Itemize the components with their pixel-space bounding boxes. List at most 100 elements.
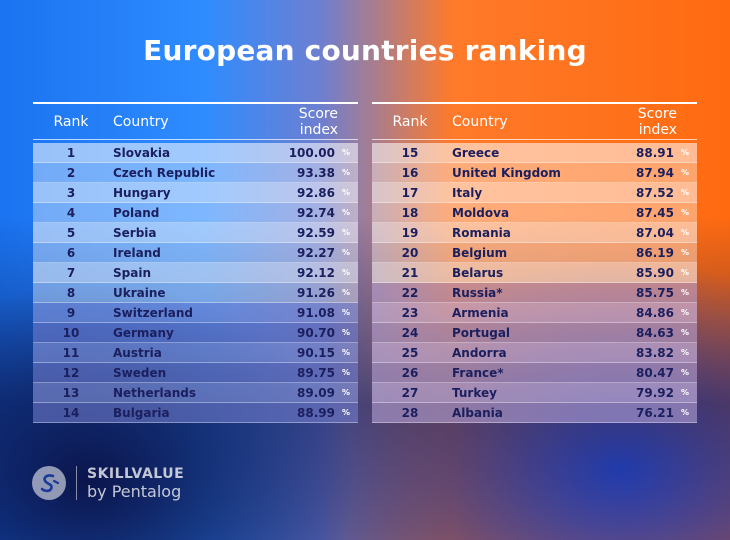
percent-sign: % xyxy=(342,388,351,397)
score-cell: 76.21% xyxy=(598,406,697,420)
skillvalue-logo-icon xyxy=(32,466,66,500)
score-cell: 92.27% xyxy=(259,246,358,260)
country-cell: Slovakia xyxy=(113,145,171,160)
percent-sign: % xyxy=(342,148,351,157)
table-row: 2 Czech Republic 93.38% xyxy=(33,163,358,183)
country-cell: Spain xyxy=(113,265,151,280)
percent-sign: % xyxy=(681,408,690,417)
rank-cell: 5 xyxy=(66,225,76,240)
score-value: 85.75 xyxy=(636,285,674,300)
rank-cell: 19 xyxy=(401,225,419,240)
percent-sign: % xyxy=(342,308,351,317)
country-cell: Belgium xyxy=(452,245,508,260)
rank-cell: 20 xyxy=(401,245,419,260)
rank-cell: 16 xyxy=(401,165,419,180)
score-value: 87.94 xyxy=(636,165,674,180)
rank-cell: 21 xyxy=(401,265,419,280)
table-top-rule xyxy=(372,102,697,104)
table-row: 23 Armenia 84.86% xyxy=(372,303,697,323)
country-cell: Italy xyxy=(452,185,483,200)
page-title: European countries ranking xyxy=(143,34,587,67)
table-row: 16 United Kingdom 87.94% xyxy=(372,163,697,183)
score-cell: 92.74% xyxy=(259,206,358,220)
table-row: 11 Austria 90.15% xyxy=(33,343,358,363)
score-cell: 93.38% xyxy=(259,166,358,180)
percent-sign: % xyxy=(681,208,690,217)
score-cell: 87.52% xyxy=(598,186,697,200)
score-value: 92.86 xyxy=(297,185,335,200)
score-value: 89.09 xyxy=(297,385,335,400)
logo-wordmark: SKILLVALUE by Pentalog xyxy=(87,466,184,500)
rank-cell: 25 xyxy=(401,345,419,360)
percent-sign: % xyxy=(681,248,690,257)
score-value: 86.19 xyxy=(636,245,674,260)
score-value: 88.91 xyxy=(636,145,674,160)
percent-sign: % xyxy=(681,388,690,397)
percent-sign: % xyxy=(342,228,351,237)
rank-cell: 1 xyxy=(66,145,76,160)
table-row: 5 Serbia 92.59% xyxy=(33,223,358,243)
score-cell: 87.94% xyxy=(598,166,697,180)
score-value: 90.15 xyxy=(297,345,335,360)
score-cell: 80.47% xyxy=(598,366,697,380)
percent-sign: % xyxy=(681,348,690,357)
score-cell: 87.45% xyxy=(598,206,697,220)
country-cell: Czech Republic xyxy=(113,165,216,180)
percent-sign: % xyxy=(342,168,351,177)
header-score: Score index xyxy=(298,105,338,138)
percent-sign: % xyxy=(681,268,690,277)
country-cell: United Kingdom xyxy=(452,165,561,180)
rank-cell: 9 xyxy=(66,305,76,320)
table-row: 15 Greece 88.91% xyxy=(372,143,697,163)
logo-line-2: by Pentalog xyxy=(87,482,182,501)
score-cell: 88.91% xyxy=(598,146,697,160)
rank-cell: 11 xyxy=(62,345,80,360)
score-cell: 92.12% xyxy=(259,266,358,280)
table-row: 3 Hungary 92.86% xyxy=(33,183,358,203)
table-row: 7 Spain 92.12% xyxy=(33,263,358,283)
score-cell: 92.86% xyxy=(259,186,358,200)
table-row: 28 Albania 76.21% xyxy=(372,403,697,423)
country-cell: Portugal xyxy=(452,325,511,340)
country-cell: Albania xyxy=(452,405,503,420)
table-row: 21 Belarus 85.90% xyxy=(372,263,697,283)
rank-cell: 13 xyxy=(62,385,80,400)
percent-sign: % xyxy=(342,248,351,257)
header-score: Score index xyxy=(637,105,677,138)
percent-sign: % xyxy=(681,188,690,197)
score-cell: 90.15% xyxy=(259,346,358,360)
country-cell: Bulgaria xyxy=(113,405,170,420)
rank-cell: 6 xyxy=(66,245,76,260)
score-cell: 88.99% xyxy=(259,406,358,420)
ranking-table-right: Rank Country Score index 15 Greece 88.91% 1… xyxy=(372,102,697,423)
country-cell: Armenia xyxy=(452,305,509,320)
rank-cell: 14 xyxy=(62,405,80,420)
score-value: 87.45 xyxy=(636,205,674,220)
score-value: 85.90 xyxy=(636,265,674,280)
country-cell: Germany xyxy=(113,325,174,340)
percent-sign: % xyxy=(342,408,351,417)
table-row: 19 Romania 87.04% xyxy=(372,223,697,243)
percent-sign: % xyxy=(342,348,351,357)
table-row: 26 France* 80.47% xyxy=(372,363,697,383)
country-cell: Serbia xyxy=(113,225,157,240)
score-cell: 84.63% xyxy=(598,326,697,340)
table-row: 17 Italy 87.52% xyxy=(372,183,697,203)
country-cell: Moldova xyxy=(452,205,510,220)
table-row: 14 Bulgaria 88.99% xyxy=(33,403,358,423)
score-value: 93.38 xyxy=(297,165,335,180)
score-cell: 85.75% xyxy=(598,286,697,300)
table-row: 9 Switzerland 91.08% xyxy=(33,303,358,323)
score-cell: 89.09% xyxy=(259,386,358,400)
table-row: 12 Sweden 89.75% xyxy=(33,363,358,383)
percent-sign: % xyxy=(681,288,690,297)
table-top-rule xyxy=(33,102,358,104)
country-cell: Poland xyxy=(113,205,160,220)
score-value: 92.27 xyxy=(297,245,335,260)
percent-sign: % xyxy=(681,328,690,337)
rank-cell: 18 xyxy=(401,205,419,220)
table-row: 6 Ireland 92.27% xyxy=(33,243,358,263)
rank-cell: 4 xyxy=(66,205,76,220)
country-cell: Ireland xyxy=(113,245,161,260)
header-country: Country xyxy=(452,113,508,130)
